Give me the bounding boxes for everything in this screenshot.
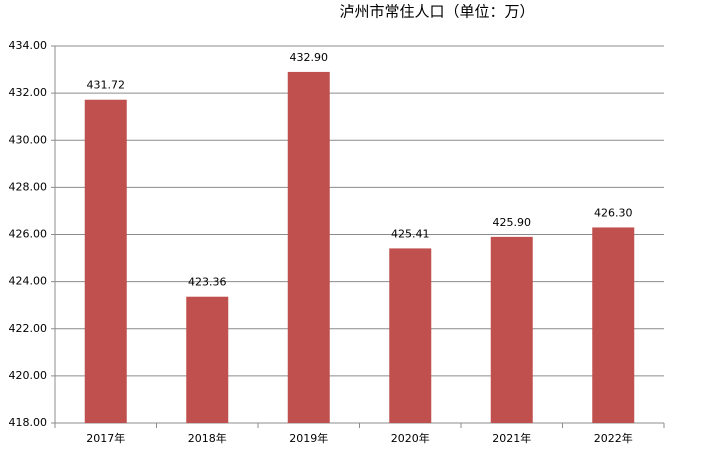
y-tick-label: 430.00 [9,133,48,146]
y-tick-label: 420.00 [9,369,48,382]
chart-title: 泸州市常住人口（单位：万） [339,3,534,21]
y-tick-label: 426.00 [9,228,48,241]
y-tick-label: 422.00 [9,322,48,335]
x-tick-label: 2019年 [289,431,328,445]
x-tick-label: 2022年 [594,431,633,445]
data-label: 425.90 [493,216,532,229]
data-label: 431.72 [87,79,126,92]
data-label: 425.41 [391,227,430,240]
y-tick-label: 418.00 [9,416,48,429]
data-label: 426.30 [594,206,633,219]
bar [389,248,432,423]
bar [592,227,635,423]
x-tick-label: 2020年 [391,431,430,445]
bar [186,296,229,423]
bar [287,71,330,423]
data-label: 423.36 [188,276,227,289]
y-tick-label: 428.00 [9,180,48,193]
y-tick-label: 432.00 [9,86,48,99]
bar [84,99,127,423]
x-tick-label: 2017年 [86,431,125,445]
data-label: 432.90 [290,51,329,64]
bar [490,236,533,423]
x-tick-label: 2018年 [188,431,227,445]
y-tick-label: 424.00 [9,275,48,288]
x-tick-label: 2021年 [492,431,531,445]
y-tick-label: 434.00 [9,39,48,52]
